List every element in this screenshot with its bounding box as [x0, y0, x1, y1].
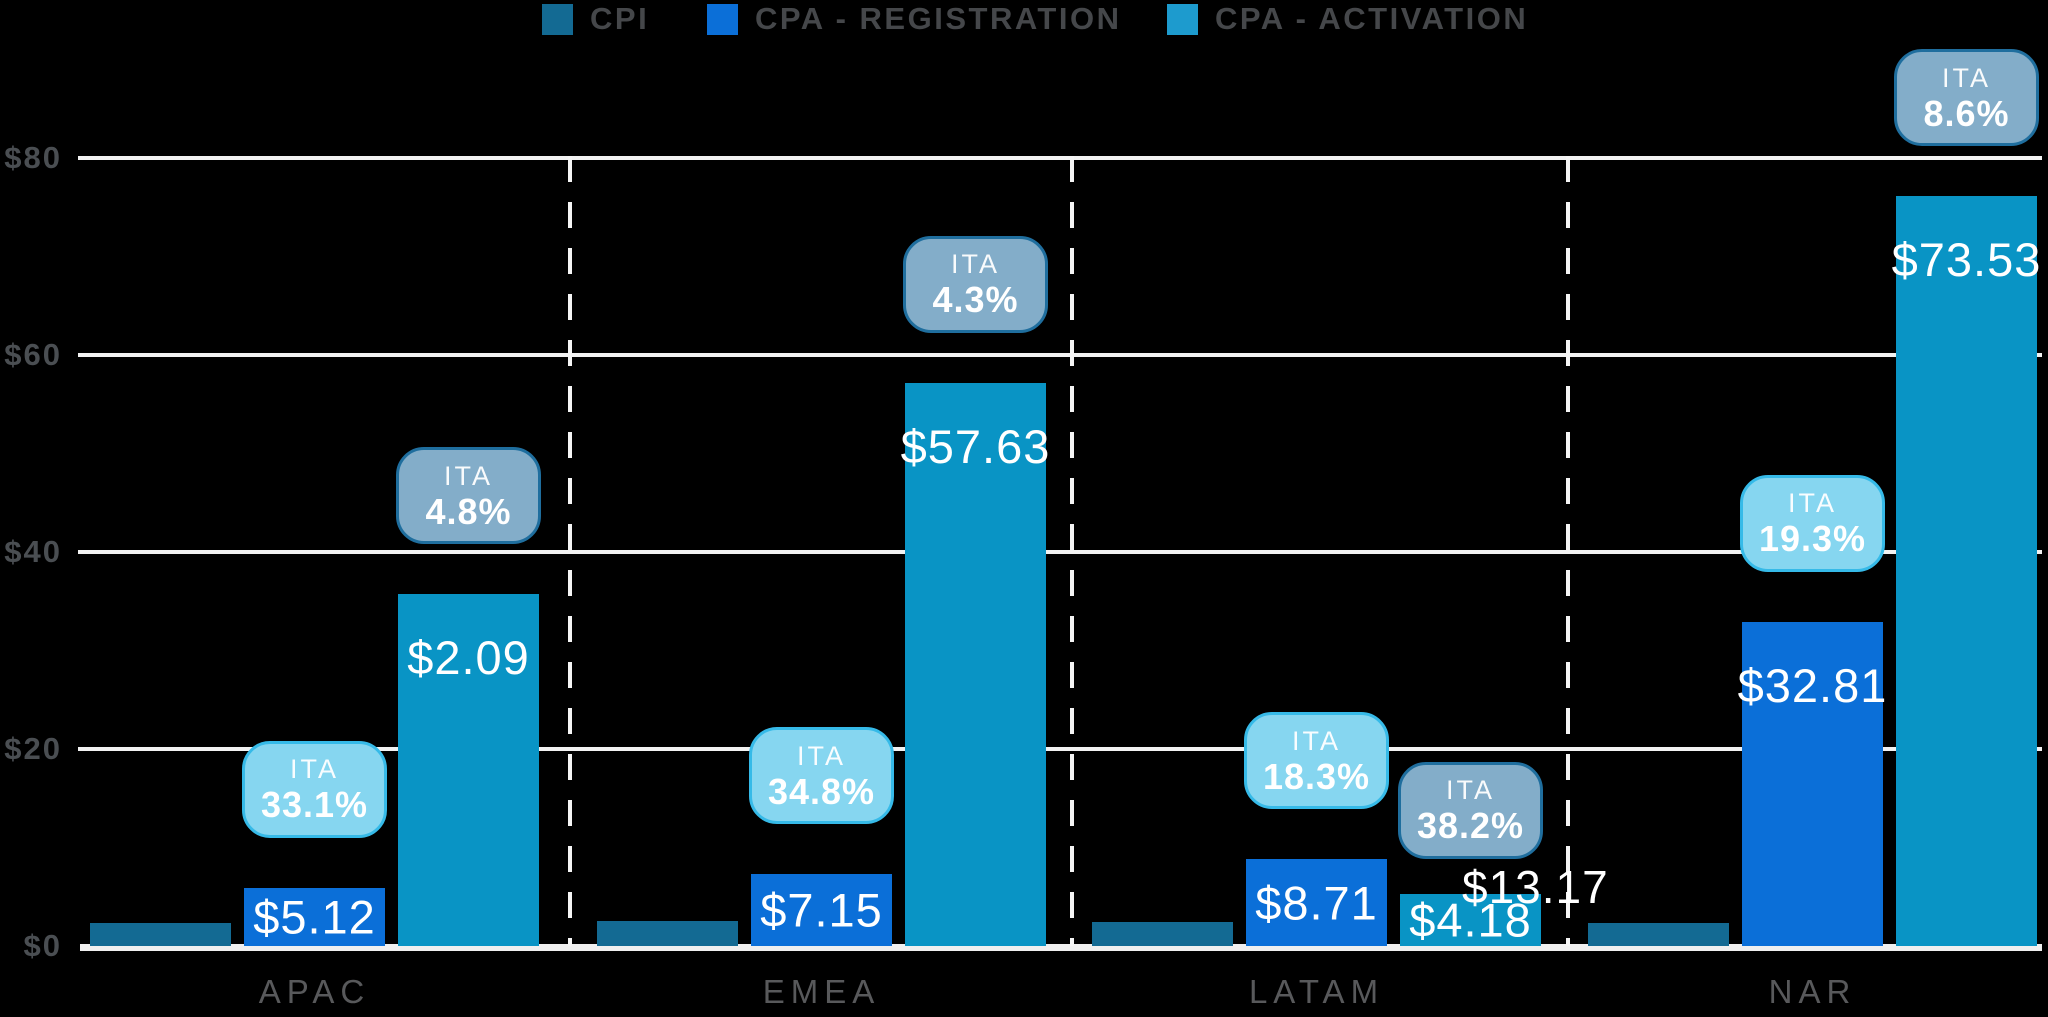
bar-cpa-activation-emea: $57.63	[901, 382, 1049, 946]
x-axis-label-emea: EMEA	[762, 973, 881, 1010]
gridline-80	[78, 156, 2042, 160]
y-axis-label-80: $80	[4, 140, 62, 175]
ita-badge-emea-cpa-registration: ITA 34.8%	[749, 727, 894, 825]
legend-label: CPA - ACTIVATION	[1215, 1, 1529, 36]
bar-cpi-apac	[90, 923, 231, 946]
ita-badge-title: ITA	[1788, 488, 1837, 519]
bar-cpa-registration-apac: $5.12	[244, 887, 385, 946]
ita-badge-emea-cpa-activation: ITA 4.3%	[903, 235, 1048, 333]
ita-badge-value: 18.3%	[1262, 755, 1371, 797]
y-axis-label-0: $0	[23, 928, 62, 963]
group-separator-3	[1566, 156, 1570, 946]
group-separator-2	[1070, 156, 1074, 946]
ita-badge-value: 4.8%	[425, 490, 512, 532]
ita-badge-value: 33.1%	[260, 784, 369, 826]
group-separator-1	[568, 156, 572, 946]
ita-badge-nar-cpa-activation: ITA 8.6%	[1894, 49, 2039, 147]
ita-badge-title: ITA	[290, 754, 339, 785]
ita-badge-title: ITA	[444, 460, 493, 491]
bar-value-label: $8.71	[1255, 876, 1378, 930]
ita-badge-value: 34.8%	[767, 770, 876, 812]
y-axis-label-40: $40	[4, 534, 62, 569]
bar-cpa-registration-emea: $7.15	[751, 874, 892, 946]
gridline-20	[78, 747, 2042, 751]
x-axis-label-nar: NAR	[1768, 973, 1857, 1010]
bar-cpa-activation-apac: $2.09	[398, 594, 539, 946]
legend-label: CPI	[590, 1, 650, 36]
legend-item-cpa-activation: CPA - ACTIVATION	[1167, 2, 1528, 36]
ita-badge-value: 38.2%	[1416, 805, 1525, 847]
bar-value-label: $5.12	[253, 890, 376, 944]
ita-badge-title: ITA	[1446, 775, 1495, 806]
ita-badge-apac-cpa-registration: ITA 33.1%	[242, 740, 387, 838]
ita-badge-nar-cpa-registration: ITA 19.3%	[1740, 474, 1885, 572]
bar-value-label: $2.09	[407, 631, 530, 685]
y-axis-label-60: $60	[4, 337, 62, 372]
gridline-40	[78, 550, 2042, 554]
ita-badge-title: ITA	[951, 249, 1000, 280]
legend-swatch-cpa-activation	[1167, 3, 1198, 35]
legend-swatch-cpi	[542, 3, 573, 35]
gridline-60	[78, 353, 2042, 357]
bar-value-label: $73.53	[1891, 233, 2042, 287]
x-axis-label-apac: APAC	[258, 973, 371, 1010]
annotation-label: $13.17	[1462, 861, 1609, 913]
x-axis-label-latam: LATAM	[1248, 973, 1385, 1010]
bar-value-label: $4.18	[1409, 893, 1532, 947]
legend-item-cpa-registration: CPA - REGISTRATION	[707, 2, 1121, 36]
x-axis-baseline	[80, 944, 2042, 951]
ita-badge-value: 4.3%	[932, 279, 1019, 321]
bar-cpa-registration-nar: $32.81	[1738, 621, 1886, 946]
ita-badge-latam-cpa-activation: ITA 38.2%	[1398, 761, 1543, 859]
ita-badge-value: 19.3%	[1758, 518, 1867, 560]
legend-item-cpi: CPI	[542, 2, 649, 36]
bar-value-label: $7.15	[760, 883, 883, 937]
bar-cpa-activation-latam: $4.18	[1400, 893, 1541, 946]
ita-badge-value: 8.6%	[1923, 92, 2010, 134]
legend-label: CPA - REGISTRATION	[755, 1, 1122, 36]
bar-cpi-emea	[597, 921, 738, 946]
bar-cpi-nar	[1588, 923, 1729, 946]
bar-cpa-activation-nar: $73.53	[1892, 196, 2040, 946]
ita-badge-apac-cpa-activation: ITA 4.8%	[396, 447, 541, 545]
bar-value-label: $32.81	[1737, 658, 1888, 712]
legend-swatch-cpa-registration	[707, 3, 738, 35]
y-axis-label-20: $20	[4, 731, 62, 766]
bar-value-label: $57.63	[900, 419, 1051, 473]
bar-cpi-latam	[1092, 922, 1233, 946]
ita-badge-title: ITA	[797, 740, 846, 771]
ita-badge-latam-cpa-registration: ITA 18.3%	[1244, 712, 1389, 810]
bar-cpa-registration-latam: $8.71	[1246, 859, 1387, 946]
ita-badge-title: ITA	[1942, 62, 1991, 93]
ita-badge-title: ITA	[1292, 725, 1341, 756]
